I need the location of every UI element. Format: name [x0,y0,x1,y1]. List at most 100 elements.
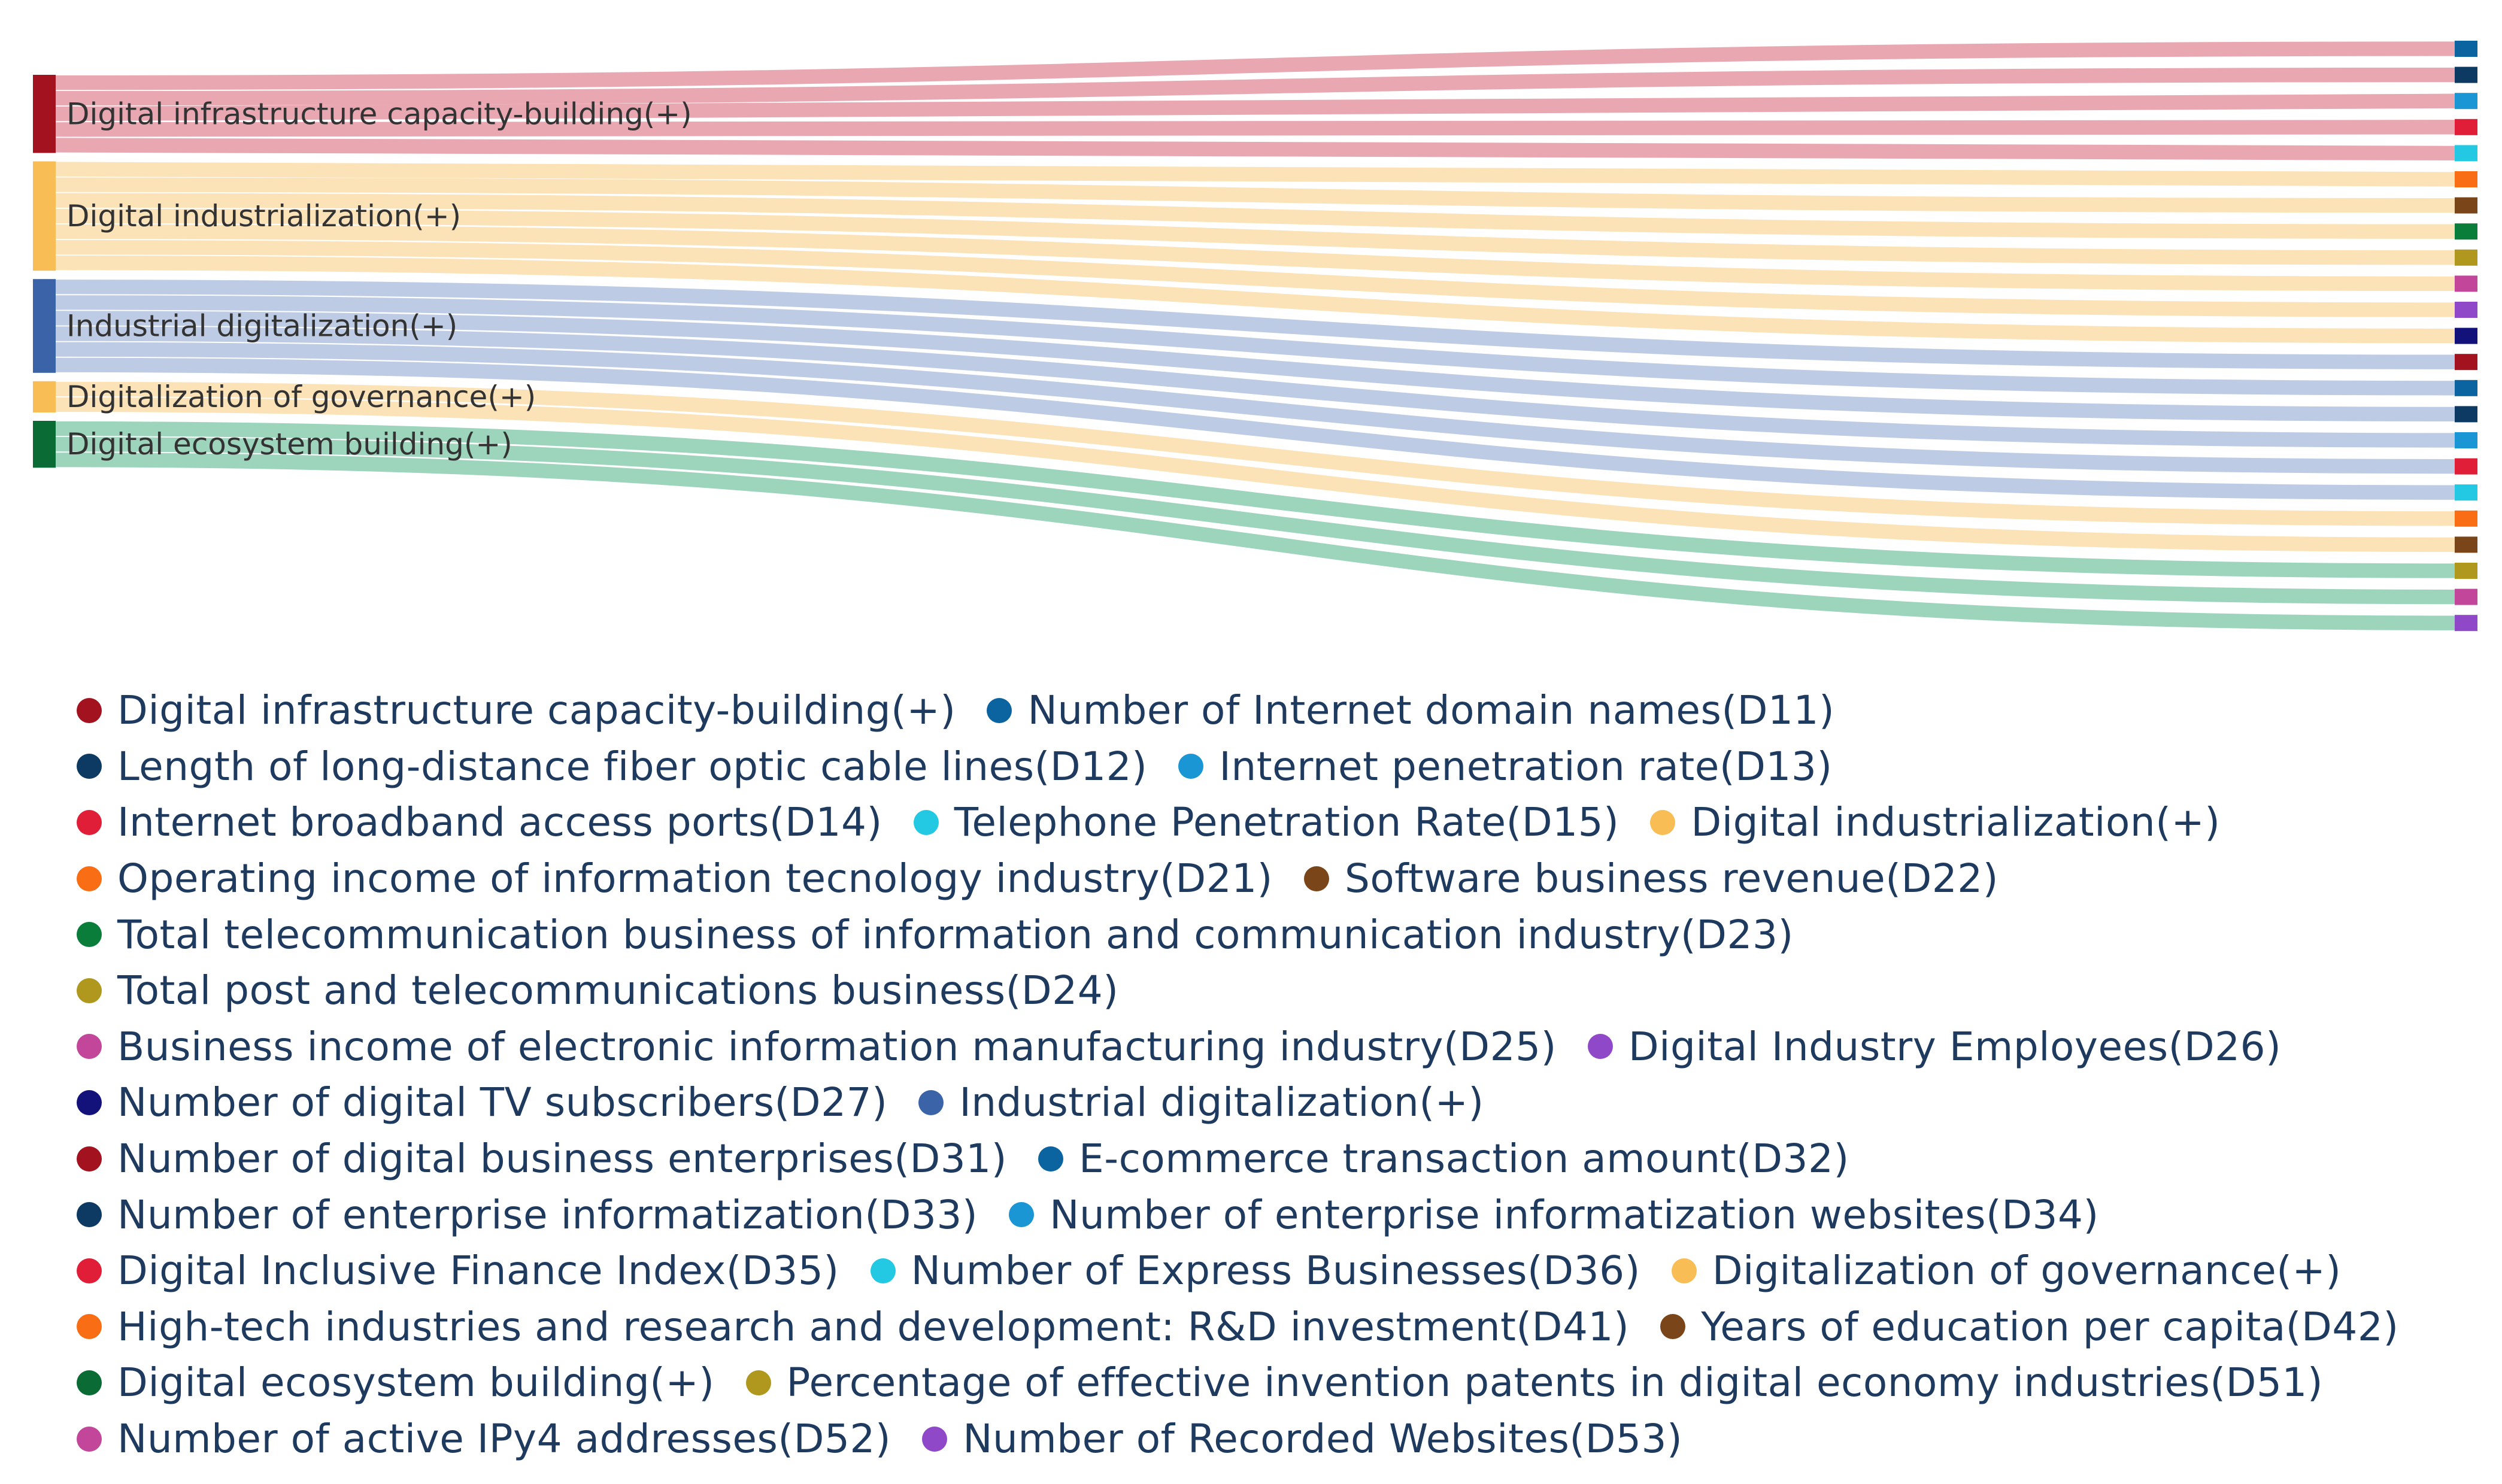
legend-row: Total telecommunication business of info… [77,906,2459,963]
legend-item: Internet broadband access ports(D14) [77,799,882,845]
sankey-source-nodes [33,75,56,468]
sankey-source-label-2: Digital industrialization(+) [66,199,461,233]
legend-label: Telephone Penetration Rate(D15) [954,799,1620,846]
legend-label: Internet broadband access ports(D14) [117,799,882,846]
legend-item: Digital industrialization(+) [1650,799,2220,845]
sankey-target-node-d11 [2455,41,2477,57]
legend-label: Digitalization of governance(+) [1712,1248,2342,1294]
legend-item: Years of education per capita(D42) [1660,1304,2398,1350]
legend-marker [913,809,939,835]
sankey-source-label-5: Digital ecosystem building(+) [66,427,512,462]
legend-row: Internet broadband access ports(D14) Tele… [77,794,2459,851]
legend-label: Internet penetration rate(D13) [1219,743,1833,790]
sankey-link-d15 [55,138,2455,161]
sankey-target-node-d22 [2455,197,2477,214]
sankey-target-node-d35 [2455,458,2477,475]
legend: Digital infrastructure capacity-building… [77,682,2459,1467]
legend-label: Number of enterprise informatization(D33… [117,1191,978,1238]
legend-label: Industrial digitalization(+) [959,1079,1484,1126]
sankey-link-d24 [55,208,2455,265]
sankey-target-node-d36 [2455,484,2477,501]
legend-item: Number of digital business enterprises(D… [77,1136,1007,1182]
sankey-link-d21 [55,162,2455,187]
legend-label: Digital infrastructure capacity-building… [117,687,956,734]
legend-item: Number of enterprise informatization(D33… [77,1192,978,1238]
legend-item: Number of digital TV subscribers(D27) [77,1079,887,1125]
sankey-target-node-d41 [2455,510,2477,527]
legend-row: Total post and telecommunications busine… [77,963,2459,1019]
sankey-link-d34 [55,326,2455,448]
legend-label: Number of enterprise informatization web… [1050,1191,2099,1238]
legend-marker [77,922,102,948]
sankey-link-d14 [55,120,2455,137]
legend-label: Number of Internet domain names(D11) [1027,687,1835,734]
legend-item: Internet penetration rate(D13) [1178,743,1832,790]
legend-label: Digital industrialization(+) [1691,799,2221,846]
legend-item: Number of active IPy4 addresses(D52) [77,1416,891,1462]
sankey-diagram: Digital infrastructure capacity-building… [33,41,2477,632]
sankey-link-d51 [55,421,2455,578]
legend-marker [77,1146,102,1172]
legend-item: Total telecommunication business of info… [77,912,1794,958]
legend-item: Operating income of information tecnolog… [77,855,1273,902]
sankey-target-node-d21 [2455,171,2477,187]
legend-marker [77,1370,102,1395]
sankey-target-node-d15 [2455,145,2477,162]
legend-row: Digital Inclusive Finance Index(D35) Numb… [77,1243,2459,1299]
sankey-target-node-d12 [2455,66,2477,83]
legend-label: High-tech industries and research and de… [117,1303,1630,1350]
sankey-target-nodes [2455,41,2477,632]
sankey-link-d25 [55,224,2455,292]
legend-label: Digital Industry Employees(D26) [1628,1023,2282,1070]
sankey-link-d23 [55,193,2455,239]
sankey-link-d35 [55,342,2455,474]
legend-label: Operating income of information tecnolog… [117,855,1273,902]
legend-item: Percentage of effective invention patent… [745,1359,2324,1406]
sankey-source-node-1 [33,75,56,153]
legend-marker [77,978,102,1003]
sankey-link-d53 [55,453,2455,630]
legend-marker [77,754,102,779]
legend-label: Total telecommunication business of info… [117,911,1794,958]
legend-marker [77,1034,102,1060]
legend-label: Number of Express Businesses(D36) [911,1248,1640,1294]
legend-marker [1178,754,1204,779]
legend-item: Digital Industry Employees(D26) [1587,1023,2282,1070]
legend-item: Software business revenue(D22) [1303,855,1998,902]
legend-label: Digital ecosystem building(+) [117,1359,715,1406]
legend-row: Number of digital TV subscribers(D27) Ind… [77,1075,2459,1131]
legend-item: Number of Recorded Websites(D53) [922,1416,1682,1462]
legend-marker [1650,809,1676,835]
sankey-link-d41 [55,381,2455,526]
sankey-link-d32 [55,295,2455,396]
legend-marker [1038,1146,1064,1172]
legend-label: Number of digital TV subscribers(D27) [117,1079,888,1126]
sankey-target-node-d32 [2455,380,2477,396]
sankey-source-node-3 [33,279,56,373]
legend-label: Business income of electronic informatio… [117,1023,1557,1070]
legend-row: Digital infrastructure capacity-building… [77,682,2459,739]
sankey-link-d42 [55,397,2455,553]
sankey-target-node-d24 [2455,249,2477,266]
sankey-link-d12 [55,67,2455,106]
sankey-target-node-d53 [2455,615,2477,632]
sankey-source-node-4 [33,381,56,412]
legend-item: Digitalization of governance(+) [1671,1248,2342,1294]
legend-marker [77,1314,102,1340]
sankey-source-label-4: Digitalization of governance(+) [66,380,536,414]
legend-item: Industrial digitalization(+) [918,1079,1484,1125]
sankey-link-d33 [55,311,2455,422]
sankey-target-node-d25 [2455,275,2477,292]
legend-label: Total post and telecommunications busine… [117,967,1119,1014]
legend-item: Business income of electronic informatio… [77,1024,1557,1070]
legend-item: Number of enterprise informatization web… [1009,1192,2099,1238]
sankey-source-node-2 [33,161,56,271]
legend-row: Number of digital business enterprises(D… [77,1131,2459,1187]
sankey-link-d27 [55,256,2455,344]
sankey-source-node-5 [33,421,56,468]
sankey-link-d31 [55,280,2455,369]
sankey-target-node-d42 [2455,536,2477,553]
sankey-target-node-d52 [2455,588,2477,605]
legend-marker [77,1426,102,1452]
legend-marker [1303,866,1329,891]
